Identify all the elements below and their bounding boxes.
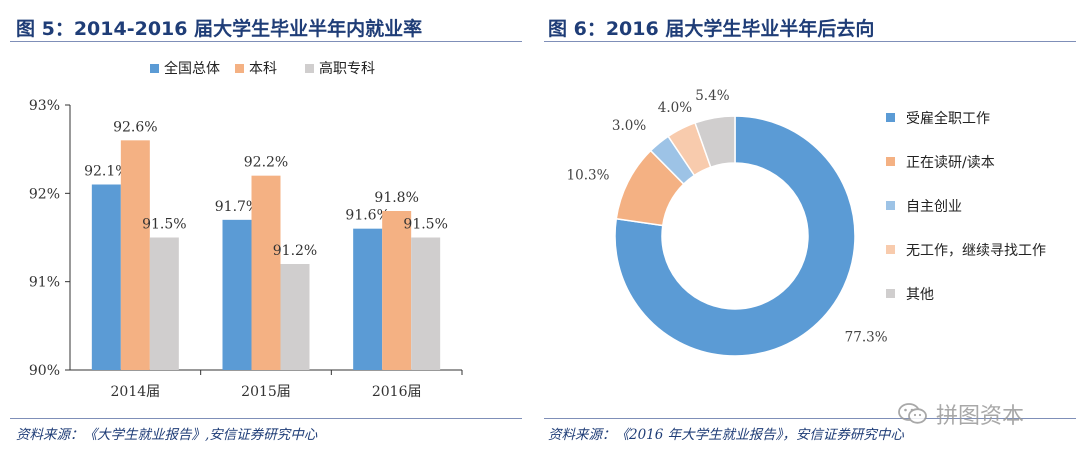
bar <box>382 211 412 370</box>
donut-slice <box>694 115 736 169</box>
figure-6-footer-rule <box>544 418 1076 419</box>
legend-swatch <box>886 113 895 122</box>
bar-data-label: 91.8% <box>374 190 418 206</box>
bar-data-label: 92.1% <box>84 164 128 180</box>
bar-data-label: 91.5% <box>142 217 186 233</box>
legend-swatch <box>886 245 895 254</box>
legend-label: 其他 <box>906 287 934 303</box>
legend-label: 自主创业 <box>906 199 962 215</box>
bar-data-label: 91.5% <box>403 217 447 233</box>
figure-6-panel: 图 6：2016 届大学生毕业半年后去向 77.3% 10.3% 3.0% 4.0% 5… <box>540 0 1080 466</box>
watermark: 拼图资本 <box>898 398 1024 430</box>
bar-data-label: 91.2% <box>273 243 317 259</box>
wechat-icon <box>898 403 927 424</box>
y-tick-label: 90% <box>29 363 60 379</box>
figure-5-title: 图 5：2014-2016 届大学生毕业半年内就业率 <box>16 18 423 40</box>
legend-label: 受雇全职工作 <box>906 110 990 127</box>
bar-data-label: 91.7% <box>215 199 259 215</box>
legend-label: 全国总体 <box>164 60 220 77</box>
legend-label: 高职专科 <box>319 60 375 77</box>
slice-data-label: 77.3% <box>845 329 888 345</box>
legend-swatch <box>305 64 314 73</box>
legend-swatch <box>886 201 895 210</box>
slice-data-label: 3.0% <box>612 118 646 134</box>
bar <box>353 228 383 370</box>
donut-slice <box>614 115 856 357</box>
figure-6-title-rule <box>544 41 1076 42</box>
bar-data-label: 92.6% <box>113 119 157 135</box>
x-tick-label: 2014届 <box>111 384 161 400</box>
legend-swatch <box>150 64 159 73</box>
watermark-text: 拼图资本 <box>936 404 1025 429</box>
x-tick-label: 2015届 <box>241 384 291 400</box>
y-tick-label: 91% <box>29 275 60 291</box>
figure-5-title-rule <box>10 41 522 42</box>
figure-6-title: 图 6：2016 届大学生毕业半年后去向 <box>548 18 875 40</box>
legend-label: 无工作，继续寻找工作 <box>906 242 1046 259</box>
figure-6-source: 资料来源：《2016 年大学生就业报告》，安信证券研究中心 <box>548 427 904 443</box>
y-tick-label: 92% <box>29 186 60 202</box>
slice-data-label: 10.3% <box>567 168 610 184</box>
y-tick-label: 93% <box>29 98 60 114</box>
figure-5-footer-rule <box>10 418 522 419</box>
bar <box>411 237 441 370</box>
x-tick-label: 2016届 <box>372 384 422 400</box>
legend-swatch <box>886 289 895 298</box>
legend-label: 正在读研/读本 <box>906 154 995 171</box>
bar <box>280 264 310 370</box>
figure-5-source: 资料来源：《大学生就业报告》,安信证券研究中心 <box>16 427 318 443</box>
slice-data-label: 4.0% <box>658 100 692 116</box>
bar <box>149 237 179 370</box>
bar <box>222 219 252 370</box>
bar <box>251 175 281 370</box>
legend-swatch <box>235 64 244 73</box>
graduate-destination-donut-chart: 77.3% 10.3% 3.0% 4.0%5.4% 受雇全职工作正在读研/读本自主创业无… <box>567 88 1046 357</box>
bar <box>120 140 150 370</box>
legend-label: 本科 <box>249 61 277 77</box>
legend-swatch <box>886 157 895 166</box>
bar-data-label: 92.2% <box>244 155 288 171</box>
bar-data-label: 91.6% <box>345 208 389 224</box>
figure-5-panel: 图 5：2014-2016 届大学生毕业半年内就业率 90% 91% 92% 93% 2… <box>0 0 530 466</box>
bar <box>91 184 121 370</box>
slice-data-label: 5.4% <box>695 88 729 104</box>
employment-rate-bar-chart: 90% 91% 92% 93% 2014届 92.1% 92.6% 91.5% 2015届 91.… <box>29 60 463 400</box>
